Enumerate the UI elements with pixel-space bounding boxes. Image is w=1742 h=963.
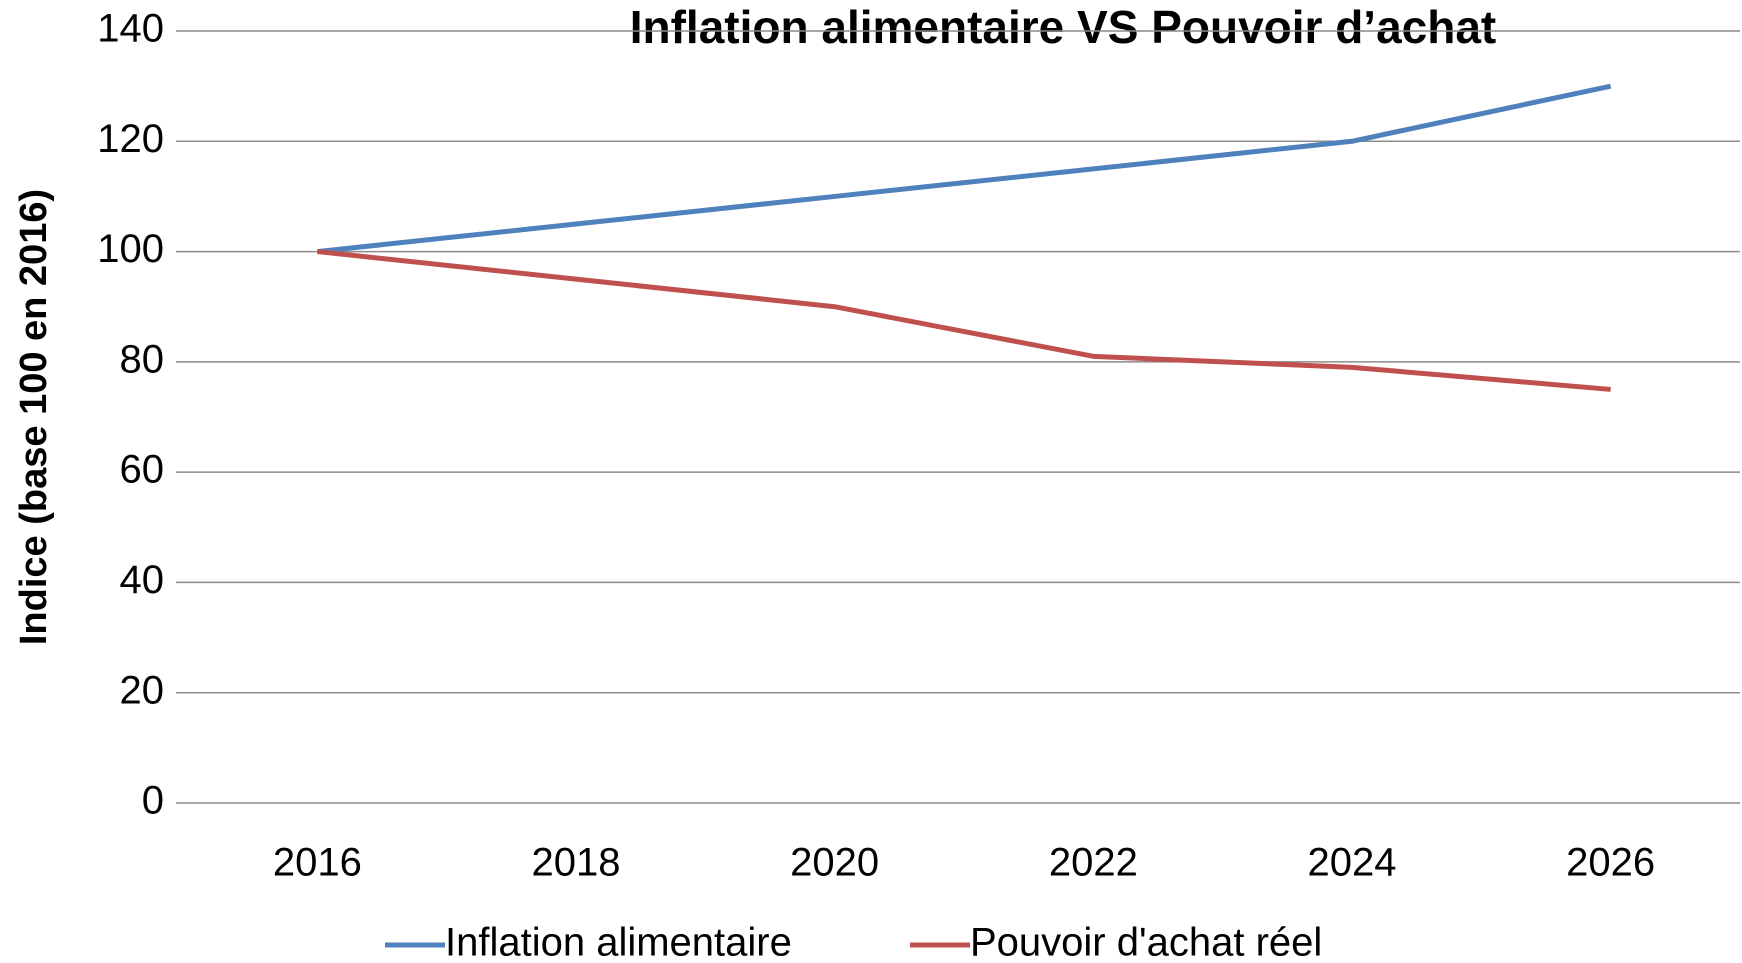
y-tick-label: 120 — [97, 117, 164, 161]
x-tick-label: 2016 — [273, 841, 362, 885]
x-tick-label: 2026 — [1566, 841, 1655, 885]
legend-label: Inflation alimentaire — [445, 921, 792, 963]
x-tick-label: 2022 — [1049, 841, 1138, 885]
y-tick-label: 20 — [120, 668, 165, 712]
x-tick-label: 2020 — [790, 841, 879, 885]
chart-title: Inflation alimentaire VS Pouvoir d’achat — [630, 1, 1497, 53]
data-line — [317, 83, 1612, 255]
y-tick-label: 0 — [142, 779, 164, 823]
y-tick-label: 40 — [120, 558, 165, 602]
y-tick-label: 60 — [120, 448, 165, 492]
legend-label: Pouvoir d'achat réel — [970, 921, 1322, 963]
x-tick-label: 2018 — [532, 841, 621, 885]
y-tick-label: 140 — [97, 7, 164, 51]
y-tick-label: 100 — [97, 227, 164, 271]
y-axis-label: Indice (base 100 en 2016) — [13, 189, 55, 645]
x-tick-label: 2024 — [1308, 841, 1397, 885]
y-tick-label: 80 — [120, 337, 165, 381]
data-line — [317, 249, 1611, 392]
